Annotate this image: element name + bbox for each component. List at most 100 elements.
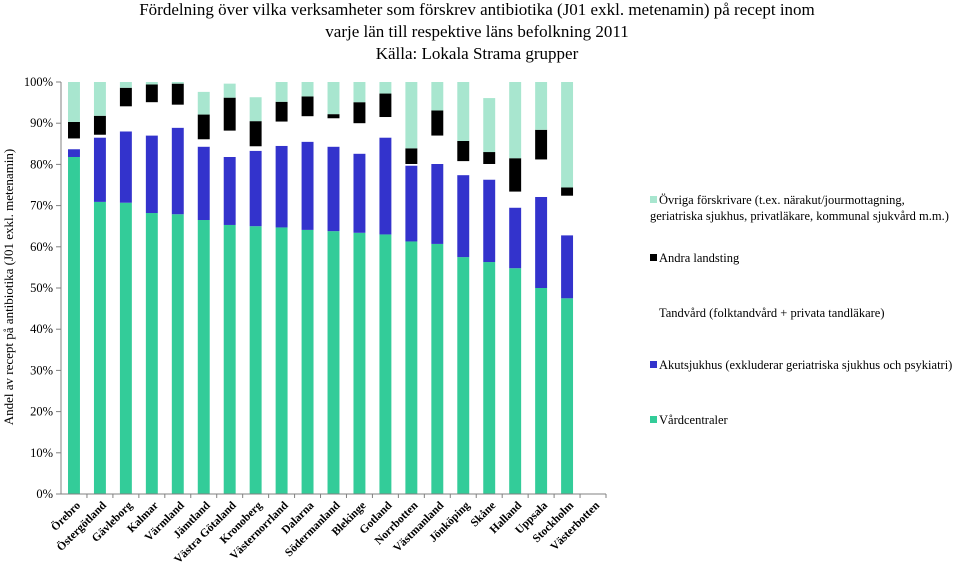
bar-andra-landsting-vasternorrland: [275, 101, 288, 122]
bar-vardcentraler-orebro: [68, 156, 80, 495]
bar-vardcentraler-jamtland: [197, 220, 210, 494]
y-tick-label: 90%: [30, 116, 53, 130]
bar-andra-landsting-sodermanland: [327, 114, 340, 119]
bar-vardcentraler-dalarna: [301, 229, 314, 494]
bar-vardcentraler-varmland: [171, 214, 184, 494]
bar-ovriga-forskrivare-t-ex--kronoberg: [249, 97, 262, 122]
legend-item-ovriga-forskrivare-t-ex-: Övriga förskrivare (t.ex. närakut/jourmo…: [650, 193, 949, 223]
legend-swatch: [650, 254, 657, 261]
bar-tandvard-folktandvard-pr-stockholm: [561, 195, 574, 236]
bar-akutsjukhus-exkluderar-g-halland: [509, 207, 522, 269]
bar-vardcentraler-gotland: [379, 234, 392, 494]
y-tick-label: 0%: [36, 487, 53, 501]
bar-tandvard-folktandvard-pr-ostergotland: [93, 134, 106, 138]
bar-akutsjukhus-exkluderar-g-ostergotland: [93, 137, 106, 202]
bar-akutsjukhus-exkluderar-g-stockholm: [561, 235, 574, 299]
bar-tandvard-folktandvard-pr-kalmar: [145, 102, 158, 136]
bar-stack-dalarna: [301, 82, 314, 494]
bar-andra-landsting-vastra-gotaland: [223, 97, 236, 131]
legend: Övriga förskrivare (t.ex. närakut/jourmo…: [649, 193, 952, 427]
bar-tandvard-folktandvard-pr-jamtland: [197, 139, 210, 147]
bar-akutsjukhus-exkluderar-g-gavleborg: [119, 131, 132, 203]
bar-vardcentraler-uppsala: [535, 288, 548, 494]
y-tick-label: 10%: [30, 446, 53, 460]
bar-ovriga-forskrivare-t-ex--vastmanland: [431, 82, 444, 111]
bar-tandvard-folktandvard-pr-kronoberg: [249, 146, 262, 151]
bar-andra-landsting-orebro: [68, 121, 80, 139]
bar-vardcentraler-blekinge: [353, 232, 366, 495]
y-axis: 0% 10% 20% 30% 40% 50% 60% 70% 80% 90% 100%: [24, 75, 62, 501]
bar-tandvard-folktandvard-pr-sodermanland: [327, 118, 340, 147]
legend-item-akutsjukhus-exkluderar-g: Akutsjukhus (exkluderar geriatriska sjuk…: [650, 358, 952, 372]
legend-label: Övriga förskrivare (t.ex. närakut/jourmo…: [650, 193, 949, 223]
chart-title: Fördelning över vilka verksamheter som f…: [139, 0, 815, 63]
y-tick-label: 40%: [30, 322, 53, 336]
bar-tandvard-folktandvard-pr-skane: [483, 163, 496, 180]
bar-vardcentraler-gavleborg: [119, 202, 132, 494]
bar-ovriga-forskrivare-t-ex--ostergotland: [93, 82, 106, 116]
bar-vardcentraler-halland: [509, 268, 522, 494]
x-axis: ÖrebroÖstergötlandGävleborgKalmarVärmlan…: [48, 493, 607, 566]
bar-ovriga-forskrivare-t-ex--jamtland: [197, 91, 210, 115]
bar-akutsjukhus-exkluderar-g-vastra-gotaland: [223, 156, 236, 225]
bar-stack-orebro: [68, 82, 80, 495]
bar-stack-jamtland: [197, 91, 210, 494]
bar-stack-vastmanland: [431, 82, 444, 494]
bar-akutsjukhus-exkluderar-g-sodermanland: [327, 146, 340, 232]
bar-akutsjukhus-exkluderar-g-vasternorrland: [275, 145, 288, 228]
bar-ovriga-forskrivare-t-ex--sodermanland: [327, 82, 340, 115]
bar-tandvard-folktandvard-pr-vastra-gotaland: [223, 130, 236, 157]
bar-andra-landsting-gavleborg: [119, 87, 132, 107]
bar-stack-kronoberg: [249, 97, 262, 494]
bar-stack-varmland: [171, 82, 184, 494]
y-tick-label: 30%: [30, 363, 53, 377]
bar-ovriga-forskrivare-t-ex--kalmar: [145, 82, 158, 85]
bar-tandvard-folktandvard-pr-uppsala: [535, 159, 548, 197]
legend-swatch: [650, 361, 657, 368]
bar-vardcentraler-jonkoping: [457, 257, 470, 494]
bar-tandvard-folktandvard-pr-varmland: [171, 104, 184, 128]
title-line-3: Källa: Lokala Strama grupper: [376, 44, 579, 63]
bar-tandvard-folktandvard-pr-blekinge: [353, 123, 366, 154]
bar-stack-kalmar: [145, 82, 158, 494]
bar-ovriga-forskrivare-t-ex--blekinge: [353, 82, 366, 103]
bar-vardcentraler-ostergotland: [93, 201, 106, 494]
bar-stack-blekinge: [353, 82, 366, 495]
bar-stack-halland: [509, 82, 522, 494]
bar-ovriga-forskrivare-t-ex--halland: [509, 82, 522, 159]
bar-vardcentraler-kronoberg: [249, 226, 262, 494]
bar-ovriga-forskrivare-t-ex--jonkoping: [457, 82, 470, 141]
bar-andra-landsting-skane: [483, 152, 496, 164]
bar-vardcentraler-sodermanland: [327, 231, 340, 494]
bar-vardcentraler-stockholm: [561, 298, 574, 494]
bar-andra-landsting-kalmar: [145, 84, 158, 103]
bar-andra-landsting-halland: [509, 158, 522, 192]
bar-ovriga-forskrivare-t-ex--varmland: [171, 82, 184, 84]
bar-stack-norrbotten: [405, 82, 418, 494]
bar-ovriga-forskrivare-t-ex--vastra-gotaland: [223, 83, 236, 98]
bar-andra-landsting-gotland: [379, 93, 392, 118]
bar-akutsjukhus-exkluderar-g-blekinge: [353, 153, 366, 233]
bar-andra-landsting-jonkoping: [457, 140, 470, 162]
bar-andra-landsting-dalarna: [301, 96, 314, 117]
y-tick-label: 60%: [30, 240, 53, 254]
bar-ovriga-forskrivare-t-ex--gavleborg: [119, 82, 132, 88]
bar-vardcentraler-vastmanland: [431, 243, 444, 494]
bar-stack-gavleborg: [119, 82, 132, 494]
bar-ovriga-forskrivare-t-ex--norrbotten: [405, 82, 418, 149]
y-tick-label: 20%: [30, 405, 53, 419]
legend-swatch: [650, 416, 657, 423]
bar-tandvard-folktandvard-pr-gavleborg: [119, 106, 132, 132]
bar-akutsjukhus-exkluderar-g-vastmanland: [431, 163, 444, 244]
bar-vardcentraler-norrbotten: [405, 241, 418, 494]
bar-vardcentraler-vastra-gotaland: [223, 224, 236, 494]
bar-akutsjukhus-exkluderar-g-jonkoping: [457, 175, 470, 258]
bar-tandvard-folktandvard-pr-gotland: [379, 117, 392, 138]
bar-ovriga-forskrivare-t-ex--dalarna: [301, 82, 314, 97]
bar-akutsjukhus-exkluderar-g-jamtland: [197, 146, 210, 221]
bar-andra-landsting-norrbotten: [405, 148, 418, 164]
bar-stack-vasternorrland: [275, 82, 288, 494]
bar-andra-landsting-ostergotland: [93, 115, 106, 135]
bar-akutsjukhus-exkluderar-g-uppsala: [535, 196, 548, 288]
